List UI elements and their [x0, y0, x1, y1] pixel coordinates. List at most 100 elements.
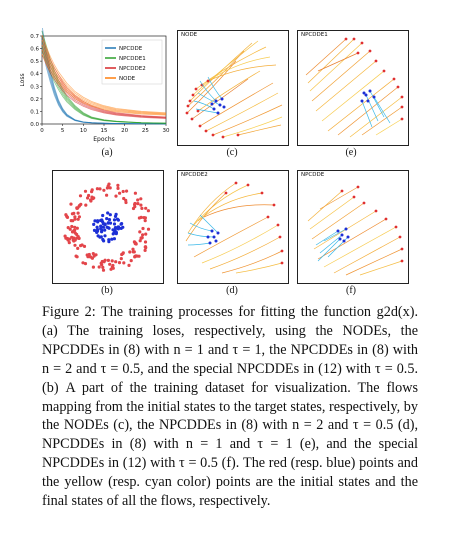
flow-path: [201, 224, 279, 264]
series-line-npcdde2: [41, 54, 167, 119]
initial-point: [260, 191, 264, 195]
dataset-point-outer: [111, 263, 115, 268]
initial-point: [185, 111, 189, 115]
flow-path: [307, 38, 355, 84]
dataset-point-inner: [101, 213, 105, 218]
dataset-point-inner: [96, 234, 100, 238]
flow-path: [203, 204, 275, 218]
loss-chart-panel: 0.0 0.1 0.2 0.3 0.4 0.5 0.6 0.7 0 5 10 15 20 25 30 Epoc…: [19, 25, 172, 143]
dataset-point-outer: [76, 246, 80, 250]
series-line-npcdde2: [41, 49, 167, 119]
y-axis-label: Loss: [20, 73, 26, 86]
dataset-point-outer: [66, 226, 70, 230]
initial-point: [374, 59, 378, 63]
initial-point: [212, 235, 216, 239]
flow-path: [209, 236, 281, 270]
dataset-point-outer: [100, 263, 104, 267]
initial-point: [236, 133, 240, 137]
flow-path: [327, 78, 395, 132]
y-tick-label: 0.6: [30, 47, 39, 53]
flow-path: [323, 226, 397, 268]
dataset-point-inner: [103, 228, 107, 232]
initial-point: [204, 129, 208, 133]
initial-point: [280, 261, 284, 265]
dataset-point-outer: [128, 250, 132, 254]
panel-title-npcdde: NPCDDE: [301, 172, 325, 178]
flow-path: [186, 60, 237, 114]
dataset-point-inner: [106, 211, 110, 215]
dataset-point-outer: [72, 229, 76, 233]
dataset-point-outer: [146, 209, 150, 213]
series-line-node: [41, 39, 167, 114]
dataset-point-outer: [114, 260, 118, 264]
initial-point: [364, 93, 368, 97]
series-line-node: [41, 35, 167, 114]
dataset-point-outer: [92, 254, 96, 258]
panel-title-node: NODE: [181, 32, 198, 38]
flow-path: [315, 230, 339, 246]
flow-path: [365, 94, 379, 122]
dataset-point-outer: [146, 227, 151, 231]
initial-point: [400, 95, 404, 99]
flow-panel-npcdde1: NPCDDE1: [297, 30, 409, 146]
dataset-point-outer: [82, 244, 87, 248]
dataset-point-outer: [79, 202, 83, 206]
dataset-point-outer: [108, 262, 112, 266]
dataset-point-outer: [75, 255, 79, 259]
dataset-point-inner: [107, 238, 111, 242]
dataset-point-outer: [122, 261, 126, 265]
dataset-point-inner: [114, 230, 118, 235]
loss-chart: 0.0 0.1 0.2 0.3 0.4 0.5 0.6 0.7 0 5 10 15 20 25 30 Epoc…: [19, 25, 170, 143]
flow-path: [237, 124, 282, 136]
dataset-point-outer: [122, 196, 126, 201]
dataset-point-inner: [92, 222, 96, 226]
flow-path: [193, 100, 215, 110]
initial-point: [208, 241, 212, 245]
flow-path: [345, 248, 403, 276]
x-tick-label: 0: [40, 128, 44, 134]
dataset-point-outer: [131, 206, 136, 211]
dataset-point-inner: [108, 213, 112, 217]
dataset-point-outer: [77, 236, 81, 240]
x-tick-label: 5: [61, 128, 65, 134]
dataset-point-outer: [139, 236, 143, 240]
dataset-point-outer: [116, 183, 120, 187]
dataset-point-outer: [144, 232, 148, 236]
dataset-point-outer: [91, 265, 95, 269]
flow-path: [361, 100, 373, 128]
x-tick-label: 10: [80, 128, 87, 134]
flow-path: [319, 186, 359, 210]
flow-path: [187, 50, 245, 107]
dataset-point-outer: [141, 226, 145, 231]
initial-point: [362, 91, 366, 95]
initial-point: [196, 109, 200, 113]
dataset-point-outer: [70, 235, 74, 239]
y-tick-label: 0.2: [30, 97, 39, 103]
initial-point: [342, 239, 346, 243]
dataset-point-outer: [118, 191, 122, 195]
initial-point: [374, 209, 378, 213]
dataset-point-inner: [105, 217, 109, 221]
initial-point: [214, 239, 218, 243]
initial-point: [372, 95, 376, 99]
x-tick-label: 20: [121, 128, 128, 134]
flow-path: [192, 40, 259, 96]
dataset-point-outer: [83, 189, 88, 193]
dataset-point-outer: [75, 232, 79, 237]
dataset-point-outer: [124, 200, 128, 205]
initial-point: [221, 135, 225, 139]
dataset-point-outer: [144, 206, 148, 210]
dataset-point-inner: [107, 226, 111, 230]
initial-point: [188, 99, 192, 103]
dataset-point-outer: [73, 217, 77, 221]
dataset-point-outer: [138, 239, 142, 243]
dataset-point-outer: [102, 188, 106, 192]
dataset-point-outer: [89, 255, 93, 259]
dataset-point-outer: [87, 193, 91, 198]
flow-path: [212, 104, 283, 136]
dataset-point-outer: [143, 245, 148, 249]
initial-point: [278, 235, 282, 239]
initial-point: [206, 235, 210, 239]
initial-point: [222, 105, 226, 109]
dataset-point-outer: [127, 263, 131, 267]
